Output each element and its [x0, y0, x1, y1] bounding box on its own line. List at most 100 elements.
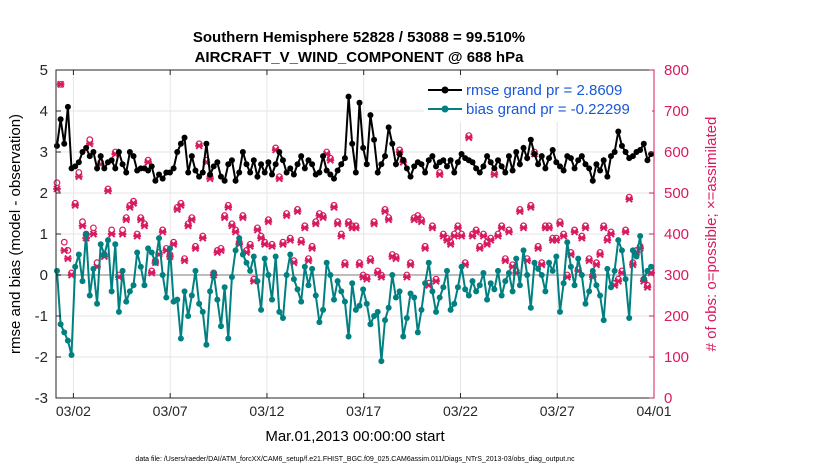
bias-point: [104, 237, 111, 244]
bias-point: [411, 294, 418, 301]
rmse-point: [586, 165, 593, 172]
x-tick-label: 03/17: [346, 403, 381, 419]
x-tick-label: 04/01: [636, 403, 671, 419]
bias-point: [560, 280, 567, 287]
bias-point: [633, 253, 640, 260]
bias-point: [502, 278, 509, 285]
bias-point: [578, 272, 585, 278]
y-tick-label: -1: [35, 308, 48, 325]
rmse-point: [495, 157, 502, 164]
rmse-point: [90, 149, 97, 155]
rmse-point: [258, 161, 265, 168]
bias-point: [571, 282, 578, 289]
x-tick-label: 03/12: [249, 403, 284, 419]
rmse-point: [265, 159, 272, 166]
obs-assimilated-marker: [177, 201, 185, 210]
bias-point: [600, 317, 607, 324]
obs-assimilated-marker: [465, 133, 473, 142]
bias-point: [451, 300, 458, 307]
obs-assimilated-marker: [246, 242, 254, 251]
rmse-point: [593, 161, 600, 168]
rmse-point: [567, 155, 574, 162]
obs-assimilated-marker: [275, 174, 284, 183]
y-axis-label: rmse and bias (model - observation): [7, 114, 24, 354]
obs-assimilated-marker: [392, 254, 400, 263]
obs-assimilated-marker: [180, 256, 189, 265]
obs-assimilated-marker: [297, 238, 305, 246]
rmse-point: [604, 173, 611, 180]
rmse-point: [640, 140, 647, 147]
rmse-point: [119, 161, 126, 168]
bias-point: [513, 255, 520, 262]
rmse-point: [112, 165, 119, 172]
rmse-point: [440, 157, 447, 164]
rmse-point: [578, 153, 585, 160]
rmse-point: [469, 159, 476, 166]
rmse-point: [411, 163, 418, 170]
rmse-point: [123, 169, 130, 176]
bias-point: [443, 267, 450, 274]
rmse-point: [549, 146, 556, 153]
obs-assimilated-marker: [122, 215, 131, 224]
y2-tick-label: 500: [664, 185, 689, 202]
rmse-point: [210, 163, 217, 170]
rmse-point: [159, 175, 166, 182]
bias-point: [290, 276, 297, 283]
bias-point: [294, 286, 301, 293]
bias-point: [425, 259, 432, 266]
bias-point: [418, 306, 425, 313]
bias-point: [258, 306, 265, 313]
bias-point: [495, 267, 502, 274]
legend-rmse-marker: [441, 86, 449, 94]
rmse-point: [145, 167, 152, 174]
y2-tick-label: 200: [664, 308, 689, 325]
rmse-point: [301, 165, 308, 172]
bias-point: [261, 255, 268, 262]
bias-point: [611, 267, 618, 274]
rmse-point: [392, 161, 399, 168]
y2-tick-label: 700: [664, 103, 689, 120]
bias-point: [352, 306, 359, 313]
bias-point: [247, 267, 254, 274]
obs-assimilated-marker: [301, 224, 309, 232]
rmse-point: [473, 165, 480, 172]
rmse-point: [582, 161, 589, 168]
bias-point: [72, 263, 79, 270]
y2-axis-label: # of obs: o=possible; ×=assimilated: [703, 117, 720, 352]
rmse-point: [560, 167, 567, 174]
bias-point: [458, 263, 465, 270]
rmse-point: [170, 165, 177, 172]
bias-point: [371, 313, 378, 319]
bias-point: [396, 288, 403, 295]
obs-possible-marker: [90, 224, 97, 232]
rmse-point: [644, 157, 651, 164]
rmse-point: [600, 157, 607, 164]
bias-point: [137, 263, 144, 270]
obs-assimilated-marker: [421, 244, 429, 253]
bias-point: [345, 333, 352, 340]
rmse-point: [199, 169, 206, 176]
bias-point: [622, 276, 629, 283]
obs-assimilated-marker: [603, 236, 612, 244]
bias-point: [145, 245, 152, 252]
bias-point: [520, 247, 527, 254]
obs-assimilated-marker: [377, 273, 386, 281]
y2-tick-label: 300: [664, 267, 689, 284]
bias-point: [130, 282, 137, 289]
rmse-point: [433, 163, 440, 170]
rmse-point: [520, 144, 527, 151]
bias-point: [217, 323, 224, 330]
bias-point: [484, 296, 491, 303]
rmse-point: [338, 161, 345, 168]
obs-assimilated-marker: [384, 215, 393, 224]
obs-assimilated-marker: [184, 222, 192, 230]
obs-assimilated-marker: [231, 228, 240, 236]
bias-point: [276, 308, 283, 315]
bias-point: [593, 282, 600, 289]
obs-assimilated-marker: [516, 207, 524, 216]
bias-point: [119, 267, 126, 274]
bias-point: [192, 267, 199, 274]
obs-assimilated-marker: [341, 261, 349, 269]
bias-point: [141, 282, 148, 289]
